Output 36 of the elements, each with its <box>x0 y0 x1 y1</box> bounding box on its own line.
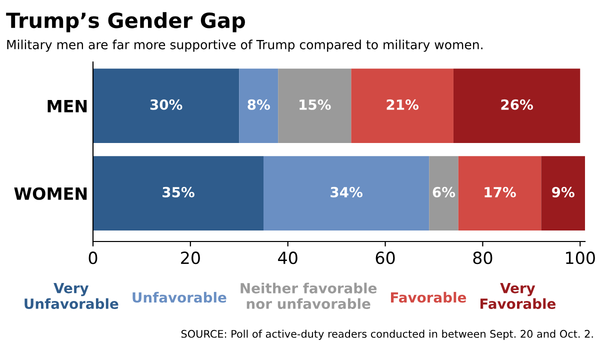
data-label: 8% <box>248 99 270 110</box>
bar <box>93 68 240 144</box>
bar <box>541 156 585 231</box>
y-tick-label: MEN <box>48 100 87 112</box>
x-tick-label: 20 <box>181 252 200 264</box>
x-tick-label: 80 <box>473 252 492 264</box>
data-label: 15% <box>300 99 331 110</box>
text: Favorable <box>391 292 466 303</box>
bar <box>429 156 458 231</box>
data-label: 30% <box>150 99 182 110</box>
x-tick-label: 60 <box>376 252 395 264</box>
chart-subtitle: Military men are far more supportive of Trump compared to military women. <box>7 40 482 52</box>
data-label: 21% <box>386 99 419 110</box>
x-tick-label: 0 <box>88 252 98 264</box>
text: Unfavorable <box>132 292 226 303</box>
source-note: SOURCE: Poll of active-duty readers conducted in between Sept. 20 and Oct. 2. <box>181 330 593 340</box>
data-label: 17% <box>484 186 516 198</box>
x-tick-label: 100 <box>566 252 595 264</box>
bar <box>458 156 542 231</box>
text: Neither favorable nor unfavorable <box>240 282 377 310</box>
text: Very Unfavorable <box>24 283 118 310</box>
data-label: 26% <box>501 99 533 110</box>
data-label: 9% <box>552 186 574 198</box>
y-tick-label: WOMEN <box>14 187 87 200</box>
bar <box>239 68 278 144</box>
x-tick-label: 40 <box>278 252 298 264</box>
bar <box>453 68 580 144</box>
bar <box>93 156 264 231</box>
bar <box>278 68 352 144</box>
chart-title: Trump’s Gender Gap <box>6 12 245 32</box>
data-label: 35% <box>162 186 194 198</box>
text: Very Favorable <box>480 283 556 310</box>
data-label: 34% <box>330 186 362 198</box>
bar <box>263 156 430 231</box>
bar <box>351 68 454 144</box>
data-label: 6% <box>432 186 456 198</box>
